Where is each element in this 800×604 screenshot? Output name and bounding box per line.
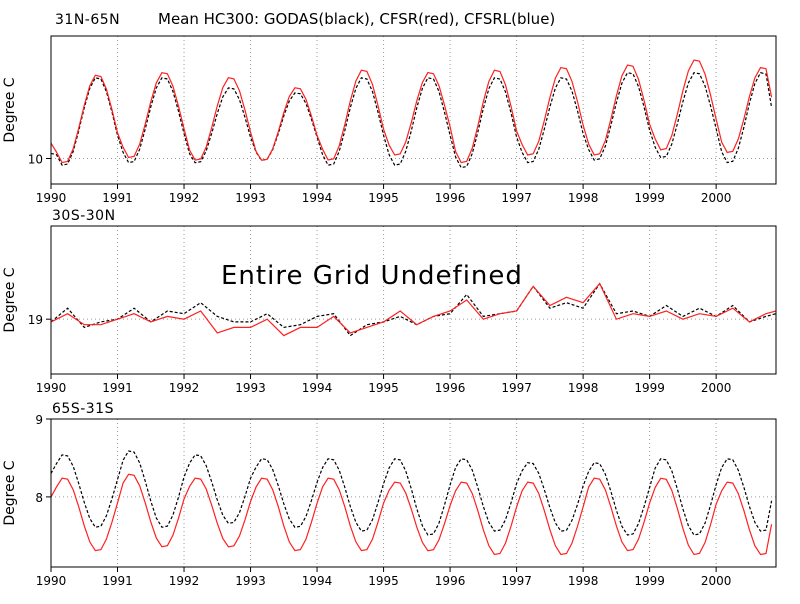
series-line-godas (51, 450, 773, 536)
x-tick-label: 1991 (102, 574, 133, 588)
panel-3: 1990 1991 1992 1993 1994 1995 1996 1997 1998 1999… (2, 413, 777, 588)
y-axis-label: Degree C (2, 77, 18, 142)
y-tick-label: 10 (28, 152, 43, 166)
x-tick-label: 1990 (36, 191, 67, 205)
x-tick-label: 1993 (235, 574, 266, 588)
x-tick-label: 1997 (501, 191, 532, 205)
panel-3-title: 65S-31S (52, 401, 114, 417)
x-tick-label: 1998 (568, 381, 599, 395)
x-tick-label: 1998 (568, 191, 599, 205)
series-line-godas (51, 72, 773, 169)
x-tick-label: 1995 (368, 381, 399, 395)
y-axis-label: Degree C (2, 267, 18, 332)
x-tick-label: 1994 (302, 381, 333, 395)
x-tick-label: 1993 (235, 191, 266, 205)
x-tick-label: 1999 (634, 574, 665, 588)
x-tick-label: 1996 (435, 381, 466, 395)
x-tick-label: 1991 (102, 191, 133, 205)
series-line-cfsr (51, 473, 773, 556)
panel-1-title: 31N-65N (55, 12, 120, 28)
panel-frame (50, 225, 777, 375)
y-tick-label: 19 (28, 313, 43, 327)
x-tick-label: 1990 (36, 381, 67, 395)
x-tick-label: 1992 (169, 191, 200, 205)
panel-frame (50, 418, 777, 568)
x-tick-label: 2000 (701, 381, 732, 395)
panel-2: 1990 1991 1992 1993 1994 1995 1996 1997 1998 1999… (2, 225, 777, 395)
y-tick-label: 8 (35, 491, 43, 505)
y-tick-label: 9 (35, 413, 43, 427)
x-tick-label: 1997 (501, 574, 532, 588)
y-axis-label: Degree C (2, 460, 18, 525)
x-tick-label: 1991 (102, 381, 133, 395)
annotation-text: Entire Grid Undefined (221, 261, 523, 291)
panel-1: 1990 1991 1992 1993 1994 1995 1996 1997 1998 1999… (2, 35, 777, 205)
x-tick-label: 1998 (568, 574, 599, 588)
x-tick-label: 1994 (302, 191, 333, 205)
x-tick-label: 1999 (634, 191, 665, 205)
series-line-cfsr (51, 59, 773, 164)
x-tick-label: 1992 (169, 574, 200, 588)
figure-title: Mean HC300: GODAS(black), CFSR(red), CFS… (158, 10, 555, 28)
series-line-cfsr (51, 282, 776, 337)
x-tick-label: 1996 (435, 574, 466, 588)
x-tick-label: 1992 (169, 381, 200, 395)
x-tick-label: 1995 (368, 574, 399, 588)
x-tick-label: 2000 (701, 574, 732, 588)
x-tick-label: 1997 (501, 381, 532, 395)
series-line-godas (51, 282, 776, 337)
x-tick-label: 1995 (368, 191, 399, 205)
x-tick-label: 2000 (701, 191, 732, 205)
x-tick-label: 1993 (235, 381, 266, 395)
panel-frame (50, 35, 777, 185)
x-tick-label: 1990 (36, 574, 67, 588)
x-tick-label: 1999 (634, 381, 665, 395)
x-tick-label: 1996 (435, 191, 466, 205)
panel-2-title: 30S-30N (52, 208, 116, 224)
x-tick-label: 1994 (302, 574, 333, 588)
